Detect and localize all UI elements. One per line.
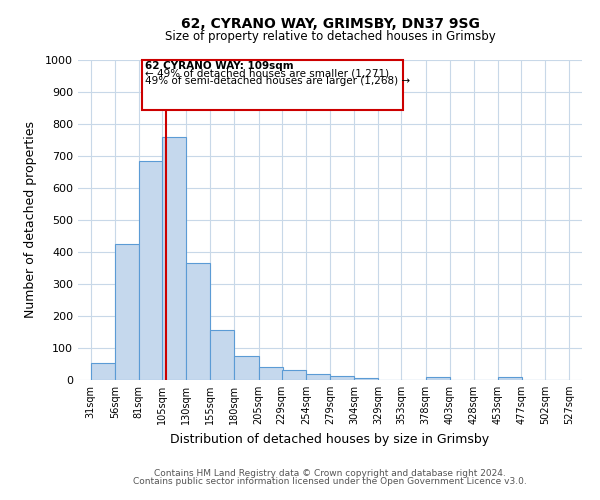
Text: Contains HM Land Registry data © Crown copyright and database right 2024.: Contains HM Land Registry data © Crown c…	[154, 468, 506, 477]
Bar	[259, 367, 283, 380]
Text: ← 49% of detached houses are smaller (1,271): ← 49% of detached houses are smaller (1,…	[145, 69, 389, 79]
Text: Contains public sector information licensed under the Open Government Licence v3: Contains public sector information licen…	[133, 477, 527, 486]
Bar	[142, 60, 403, 110]
Text: 62, CYRANO WAY, GRIMSBY, DN37 9SG: 62, CYRANO WAY, GRIMSBY, DN37 9SG	[181, 18, 479, 32]
Bar	[498, 378, 522, 380]
Bar	[186, 263, 210, 380]
Y-axis label: Number of detached properties: Number of detached properties	[24, 122, 37, 318]
Bar	[354, 378, 378, 380]
Bar	[91, 364, 115, 380]
Bar	[115, 244, 139, 380]
Bar	[235, 356, 259, 380]
Text: 49% of semi-detached houses are larger (1,268) →: 49% of semi-detached houses are larger (…	[145, 76, 410, 86]
Bar	[306, 374, 330, 380]
Text: 62 CYRANO WAY: 109sqm: 62 CYRANO WAY: 109sqm	[145, 61, 293, 71]
Text: Size of property relative to detached houses in Grimsby: Size of property relative to detached ho…	[164, 30, 496, 43]
X-axis label: Distribution of detached houses by size in Grimsby: Distribution of detached houses by size …	[170, 432, 490, 446]
Bar	[162, 137, 186, 380]
Bar	[425, 378, 450, 380]
Bar	[282, 370, 306, 380]
Bar	[330, 376, 354, 380]
Bar	[210, 330, 235, 380]
Bar	[139, 161, 163, 380]
